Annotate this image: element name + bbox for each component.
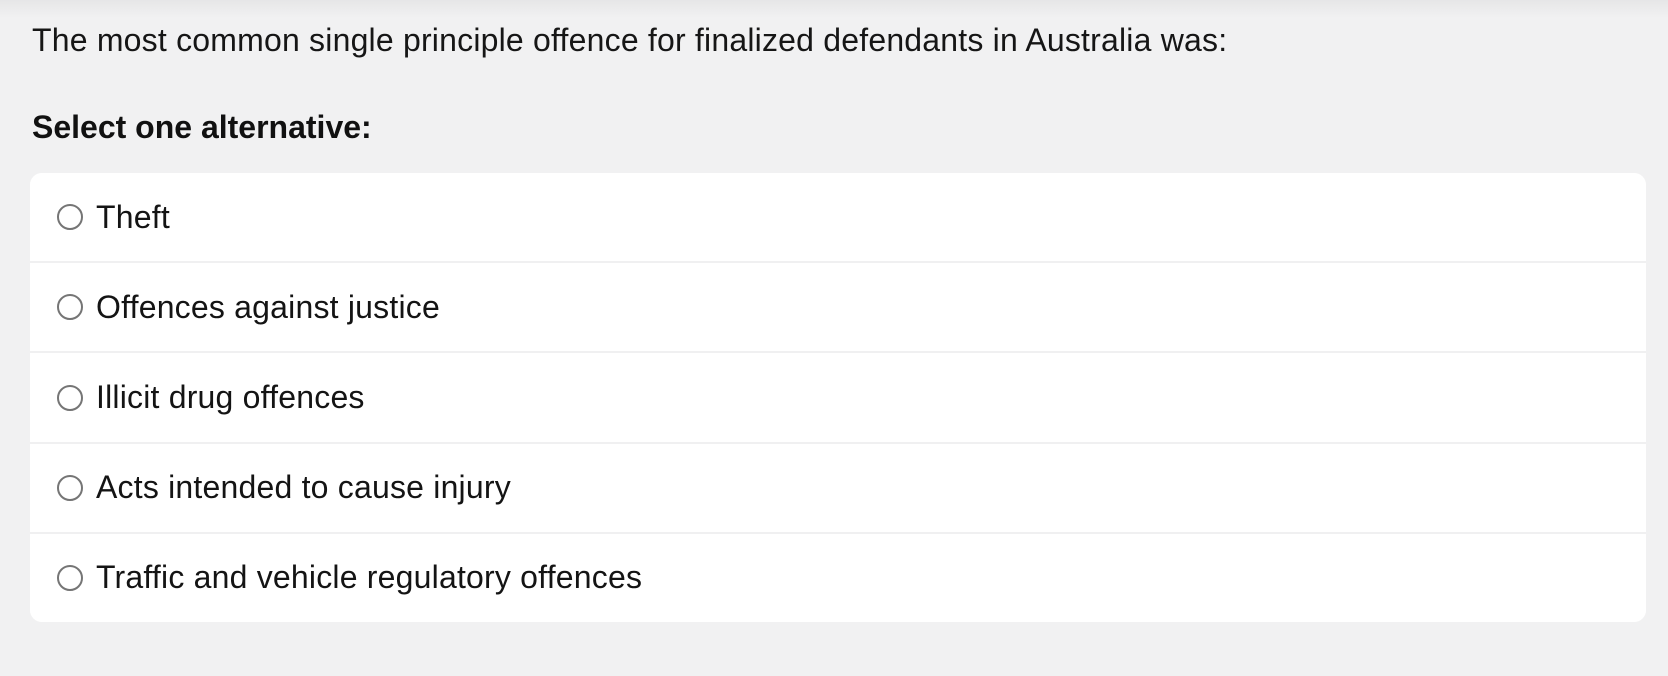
option-label: Illicit drug offences: [96, 379, 365, 415]
option-label: Traffic and vehicle regulatory offences: [96, 559, 643, 596]
option-row-offences-against-justice[interactable]: Offences against justice: [30, 261, 1646, 352]
answer-options-card: Theft Offences against justice Illicit d…: [30, 173, 1646, 622]
radio-button-icon[interactable]: [57, 474, 83, 501]
option-row-traffic-and-vehicle-regulatory-offences[interactable]: Traffic and vehicle regulatory offences: [30, 531, 1646, 622]
question-text: The most common single principle offence…: [32, 22, 1228, 58]
top-shadow-gradient: [0, 0, 1668, 18]
radio-button-icon[interactable]: [57, 384, 83, 411]
option-label: Offences against justice: [96, 288, 440, 325]
option-row-theft[interactable]: Theft: [30, 173, 1646, 262]
option-row-acts-intended-to-cause-injury[interactable]: Acts intended to cause injury: [30, 441, 1646, 532]
radio-button-icon[interactable]: [57, 204, 83, 231]
radio-button-icon[interactable]: [57, 564, 83, 591]
select-instruction-label: Select one alternative:: [32, 109, 372, 145]
option-row-illicit-drug-offences[interactable]: Illicit drug offences: [30, 351, 1646, 442]
option-label: Theft: [96, 198, 170, 235]
radio-button-icon[interactable]: [57, 294, 83, 321]
option-label: Acts intended to cause injury: [96, 469, 511, 506]
